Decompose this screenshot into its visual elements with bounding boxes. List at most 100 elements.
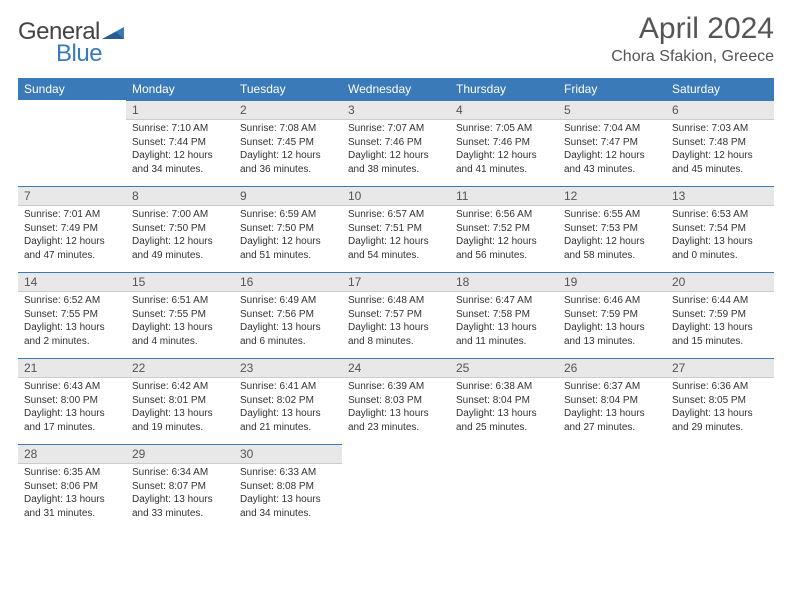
sunrise-line: Sunrise: 6:41 AM xyxy=(240,380,336,394)
sunrise-line: Sunrise: 6:59 AM xyxy=(240,208,336,222)
daylight-line: Daylight: 13 hours and 19 minutes. xyxy=(132,407,228,434)
day-number: 9 xyxy=(234,187,342,205)
calendar-cell: 9Sunrise: 6:59 AMSunset: 7:50 PMDaylight… xyxy=(234,186,342,272)
sunrise-line: Sunrise: 6:56 AM xyxy=(456,208,552,222)
day-number: 10 xyxy=(342,187,450,205)
sunrise-line: Sunrise: 6:37 AM xyxy=(564,380,660,394)
calendar-cell: 28Sunrise: 6:35 AMSunset: 8:06 PMDayligh… xyxy=(18,444,126,530)
day-header: Wednesday xyxy=(342,78,450,100)
day-header-row: Sunday Monday Tuesday Wednesday Thursday… xyxy=(18,78,774,100)
daylight-line: Daylight: 13 hours and 29 minutes. xyxy=(672,407,768,434)
day-details: Sunrise: 7:07 AMSunset: 7:46 PMDaylight:… xyxy=(342,120,450,180)
sunset-line: Sunset: 7:55 PM xyxy=(132,308,228,322)
daylight-line: Daylight: 12 hours and 45 minutes. xyxy=(672,149,768,176)
daylight-line: Daylight: 13 hours and 4 minutes. xyxy=(132,321,228,348)
day-details: Sunrise: 6:46 AMSunset: 7:59 PMDaylight:… xyxy=(558,292,666,352)
sunrise-line: Sunrise: 6:53 AM xyxy=(672,208,768,222)
sunset-line: Sunset: 7:57 PM xyxy=(348,308,444,322)
day-details: Sunrise: 7:04 AMSunset: 7:47 PMDaylight:… xyxy=(558,120,666,180)
calendar-cell: 26Sunrise: 6:37 AMSunset: 8:04 PMDayligh… xyxy=(558,358,666,444)
calendar-cell: 19Sunrise: 6:46 AMSunset: 7:59 PMDayligh… xyxy=(558,272,666,358)
sunrise-line: Sunrise: 7:08 AM xyxy=(240,122,336,136)
sunset-line: Sunset: 7:59 PM xyxy=(672,308,768,322)
calendar-cell: 24Sunrise: 6:39 AMSunset: 8:03 PMDayligh… xyxy=(342,358,450,444)
sunrise-line: Sunrise: 7:04 AM xyxy=(564,122,660,136)
sunset-line: Sunset: 7:55 PM xyxy=(24,308,120,322)
day-details: Sunrise: 6:37 AMSunset: 8:04 PMDaylight:… xyxy=(558,378,666,438)
sunset-line: Sunset: 7:49 PM xyxy=(24,222,120,236)
calendar-cell: 29Sunrise: 6:34 AMSunset: 8:07 PMDayligh… xyxy=(126,444,234,530)
sunset-line: Sunset: 7:45 PM xyxy=(240,136,336,150)
day-number: 18 xyxy=(450,273,558,291)
calendar-cell: 18Sunrise: 6:47 AMSunset: 7:58 PMDayligh… xyxy=(450,272,558,358)
sunrise-line: Sunrise: 6:57 AM xyxy=(348,208,444,222)
daylight-line: Daylight: 12 hours and 56 minutes. xyxy=(456,235,552,262)
day-number: 30 xyxy=(234,445,342,463)
sunrise-line: Sunrise: 6:38 AM xyxy=(456,380,552,394)
calendar-cell: 4Sunrise: 7:05 AMSunset: 7:46 PMDaylight… xyxy=(450,100,558,186)
day-details: Sunrise: 6:34 AMSunset: 8:07 PMDaylight:… xyxy=(126,464,234,524)
sunrise-line: Sunrise: 7:01 AM xyxy=(24,208,120,222)
sunset-line: Sunset: 7:54 PM xyxy=(672,222,768,236)
sunset-line: Sunset: 7:48 PM xyxy=(672,136,768,150)
calendar-cell: 12Sunrise: 6:55 AMSunset: 7:53 PMDayligh… xyxy=(558,186,666,272)
day-details: Sunrise: 7:03 AMSunset: 7:48 PMDaylight:… xyxy=(666,120,774,180)
daylight-line: Daylight: 13 hours and 31 minutes. xyxy=(24,493,120,520)
daylight-line: Daylight: 12 hours and 36 minutes. xyxy=(240,149,336,176)
daylight-line: Daylight: 12 hours and 58 minutes. xyxy=(564,235,660,262)
calendar-cell: 30Sunrise: 6:33 AMSunset: 8:08 PMDayligh… xyxy=(234,444,342,530)
daylight-line: Daylight: 13 hours and 23 minutes. xyxy=(348,407,444,434)
day-header: Sunday xyxy=(18,78,126,100)
day-details: Sunrise: 6:35 AMSunset: 8:06 PMDaylight:… xyxy=(18,464,126,524)
sunset-line: Sunset: 7:46 PM xyxy=(456,136,552,150)
day-details: Sunrise: 6:49 AMSunset: 7:56 PMDaylight:… xyxy=(234,292,342,352)
day-details: Sunrise: 7:10 AMSunset: 7:44 PMDaylight:… xyxy=(126,120,234,180)
calendar-cell: 15Sunrise: 6:51 AMSunset: 7:55 PMDayligh… xyxy=(126,272,234,358)
day-details: Sunrise: 6:41 AMSunset: 8:02 PMDaylight:… xyxy=(234,378,342,438)
sunrise-line: Sunrise: 6:52 AM xyxy=(24,294,120,308)
day-number: 16 xyxy=(234,273,342,291)
logo-triangle-icon xyxy=(102,25,126,46)
calendar-cell: 20Sunrise: 6:44 AMSunset: 7:59 PMDayligh… xyxy=(666,272,774,358)
calendar-row: 1Sunrise: 7:10 AMSunset: 7:44 PMDaylight… xyxy=(18,100,774,186)
sunset-line: Sunset: 8:04 PM xyxy=(564,394,660,408)
calendar-cell: 16Sunrise: 6:49 AMSunset: 7:56 PMDayligh… xyxy=(234,272,342,358)
calendar-cell: 23Sunrise: 6:41 AMSunset: 8:02 PMDayligh… xyxy=(234,358,342,444)
day-number: 1 xyxy=(126,101,234,119)
day-number: 7 xyxy=(18,187,126,205)
day-details: Sunrise: 6:42 AMSunset: 8:01 PMDaylight:… xyxy=(126,378,234,438)
day-number: 13 xyxy=(666,187,774,205)
calendar-cell xyxy=(342,444,450,530)
calendar-cell: 25Sunrise: 6:38 AMSunset: 8:04 PMDayligh… xyxy=(450,358,558,444)
month-title: April 2024 xyxy=(611,12,774,46)
daylight-line: Daylight: 12 hours and 47 minutes. xyxy=(24,235,120,262)
day-details: Sunrise: 6:38 AMSunset: 8:04 PMDaylight:… xyxy=(450,378,558,438)
day-number: 4 xyxy=(450,101,558,119)
sunset-line: Sunset: 7:44 PM xyxy=(132,136,228,150)
sunrise-line: Sunrise: 6:48 AM xyxy=(348,294,444,308)
sunrise-line: Sunrise: 6:39 AM xyxy=(348,380,444,394)
day-details: Sunrise: 6:39 AMSunset: 8:03 PMDaylight:… xyxy=(342,378,450,438)
sunset-line: Sunset: 7:46 PM xyxy=(348,136,444,150)
sunrise-line: Sunrise: 6:44 AM xyxy=(672,294,768,308)
calendar-cell xyxy=(450,444,558,530)
calendar-table: Sunday Monday Tuesday Wednesday Thursday… xyxy=(18,78,774,530)
calendar-cell: 7Sunrise: 7:01 AMSunset: 7:49 PMDaylight… xyxy=(18,186,126,272)
calendar-cell: 17Sunrise: 6:48 AMSunset: 7:57 PMDayligh… xyxy=(342,272,450,358)
day-number: 6 xyxy=(666,101,774,119)
day-number: 11 xyxy=(450,187,558,205)
title-block: April 2024 Chora Sfakion, Greece xyxy=(611,12,774,66)
day-number: 17 xyxy=(342,273,450,291)
calendar-row: 28Sunrise: 6:35 AMSunset: 8:06 PMDayligh… xyxy=(18,444,774,530)
sunset-line: Sunset: 7:58 PM xyxy=(456,308,552,322)
day-header: Saturday xyxy=(666,78,774,100)
sunset-line: Sunset: 8:05 PM xyxy=(672,394,768,408)
day-header: Monday xyxy=(126,78,234,100)
sunset-line: Sunset: 8:04 PM xyxy=(456,394,552,408)
daylight-line: Daylight: 12 hours and 34 minutes. xyxy=(132,149,228,176)
day-details: Sunrise: 7:01 AMSunset: 7:49 PMDaylight:… xyxy=(18,206,126,266)
day-details: Sunrise: 6:43 AMSunset: 8:00 PMDaylight:… xyxy=(18,378,126,438)
calendar-cell: 2Sunrise: 7:08 AMSunset: 7:45 PMDaylight… xyxy=(234,100,342,186)
calendar-cell: 14Sunrise: 6:52 AMSunset: 7:55 PMDayligh… xyxy=(18,272,126,358)
daylight-line: Daylight: 12 hours and 41 minutes. xyxy=(456,149,552,176)
